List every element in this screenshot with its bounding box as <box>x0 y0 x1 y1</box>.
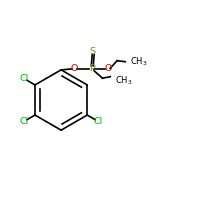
Text: CH$_3$: CH$_3$ <box>130 55 147 68</box>
Text: O: O <box>71 64 78 73</box>
Text: O: O <box>104 64 111 73</box>
Text: Cl: Cl <box>20 117 29 126</box>
Text: CH$_3$: CH$_3$ <box>115 75 132 87</box>
Text: Cl: Cl <box>20 74 29 83</box>
Text: Cl: Cl <box>93 117 102 126</box>
Text: P: P <box>89 64 95 73</box>
Text: S: S <box>90 46 96 55</box>
